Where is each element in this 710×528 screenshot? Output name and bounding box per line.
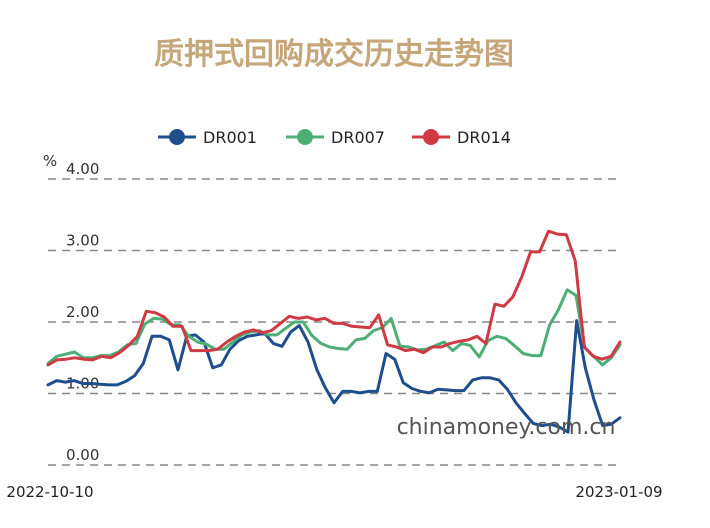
y-axis-tick-labels: 0.001.002.003.004.00 — [66, 160, 99, 464]
x-axis-label-end: 2023-01-09 — [575, 483, 662, 501]
legend[interactable]: DR001 DR007 DR014 — [158, 128, 511, 147]
legend-label: DR007 — [331, 128, 385, 147]
series-line-dr014 — [46, 229, 622, 367]
y-tick-label: 2.00 — [66, 303, 99, 321]
series-lines — [46, 229, 622, 434]
x-axis-label-start: 2022-10-10 — [6, 483, 93, 501]
legend-item-dr001[interactable]: DR001 — [158, 128, 257, 147]
series-line-dr001 — [46, 319, 622, 434]
y-tick-label: 4.00 — [66, 160, 99, 178]
y-axis-unit: % — [43, 152, 57, 170]
legend-item-dr007[interactable]: DR007 — [286, 128, 385, 147]
legend-item-dr014[interactable]: DR014 — [412, 128, 511, 147]
legend-marker — [423, 129, 439, 145]
watermark: chinamoney.com.cn — [397, 415, 616, 440]
y-tick-label: 3.00 — [66, 232, 99, 250]
chart-title: 质押式回购成交历史走势图 — [154, 37, 514, 72]
legend-label: DR014 — [457, 128, 511, 147]
legend-marker — [297, 129, 313, 145]
y-tick-label: 0.00 — [66, 446, 99, 464]
legend-label: DR001 — [203, 128, 257, 147]
series-line-dr007 — [46, 288, 622, 367]
legend-marker — [169, 129, 185, 145]
